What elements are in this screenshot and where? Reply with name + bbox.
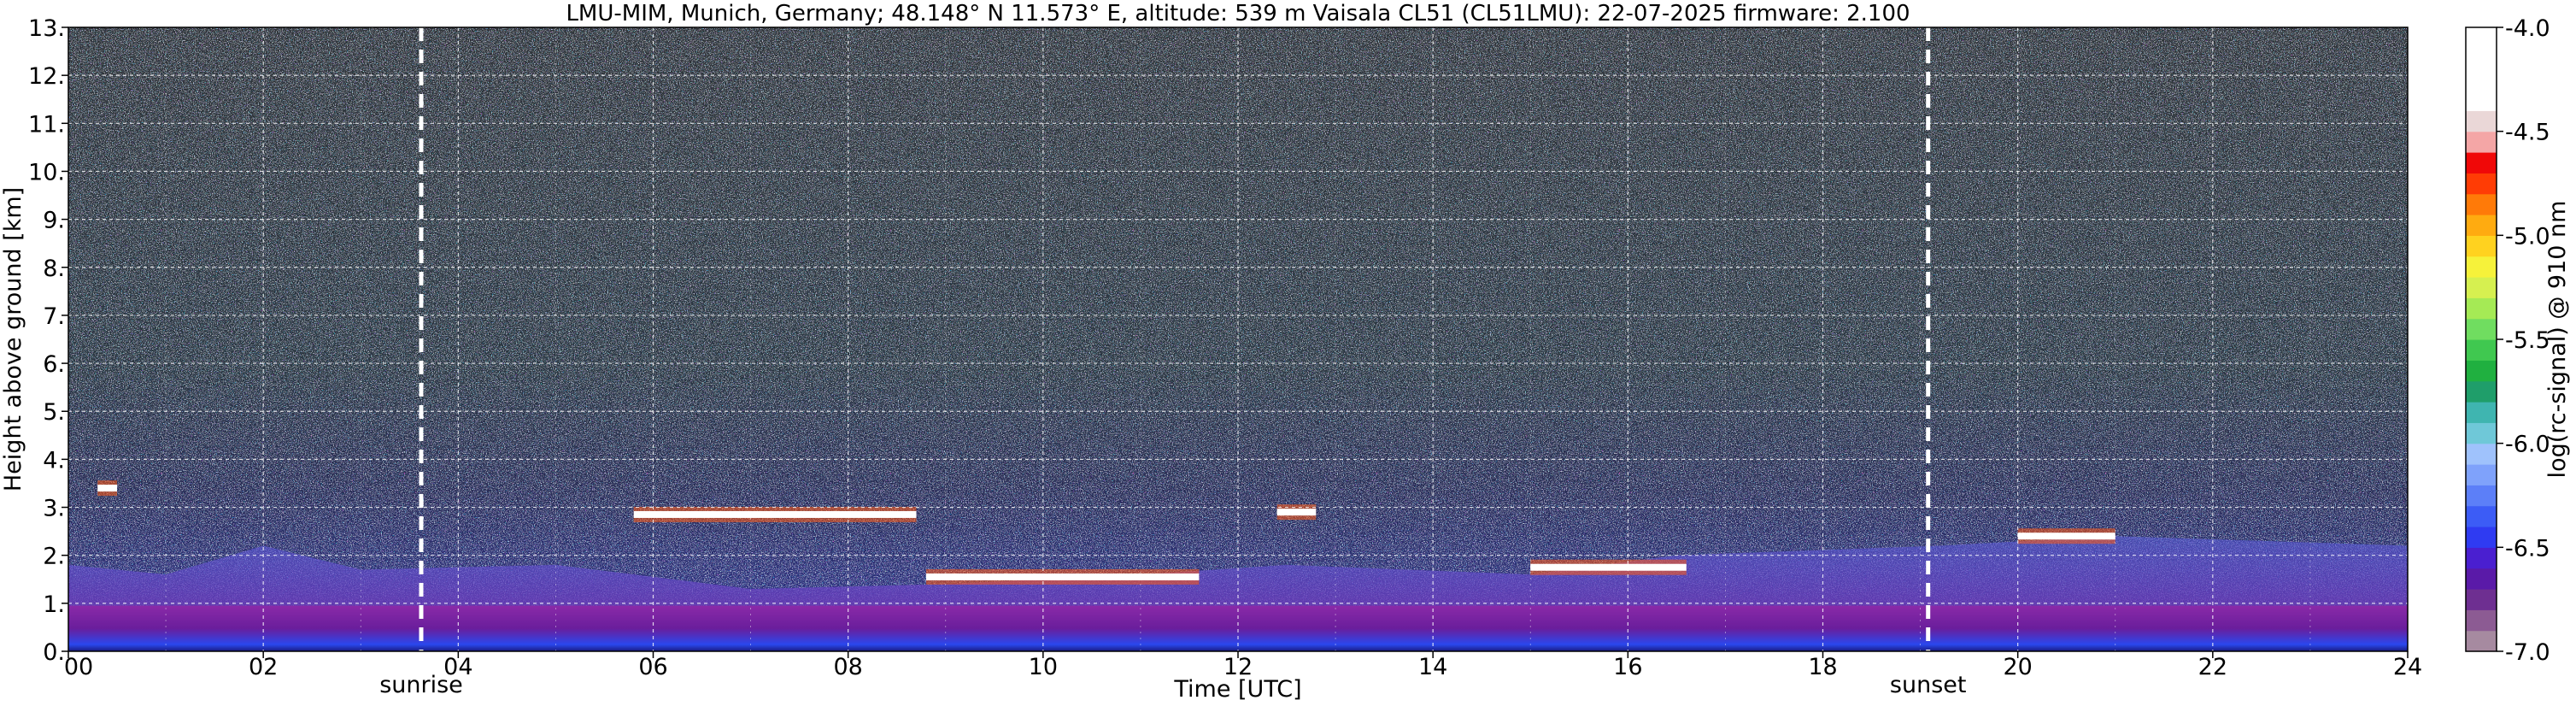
colorbar-tick-label: -6.5 bbox=[2505, 535, 2550, 562]
x-tick-label: 20 bbox=[2003, 654, 2032, 680]
colorbar-segment bbox=[2466, 568, 2497, 590]
colorbar-segment bbox=[2466, 630, 2497, 652]
cloud-layer bbox=[1276, 509, 1317, 516]
x-tick-label: 10 bbox=[1029, 654, 1058, 680]
x-tick-label: 06 bbox=[638, 654, 667, 680]
colorbar-segment bbox=[2466, 339, 2497, 361]
colorbar-segment bbox=[2466, 360, 2497, 382]
colorbar-segment bbox=[2466, 443, 2497, 465]
colorbar-segment bbox=[2466, 547, 2497, 569]
x-tick-label: 16 bbox=[1613, 654, 1642, 680]
event-label: sunrise bbox=[379, 672, 463, 698]
x-tick-label: 12 bbox=[1223, 654, 1253, 680]
colorbar-tick-label: -6.0 bbox=[2505, 432, 2550, 458]
cloud-layer bbox=[925, 573, 1200, 580]
y-tick-label: 7. bbox=[43, 303, 65, 330]
y-tick-label: 6. bbox=[43, 351, 65, 378]
x-axis: 00 02 04 06 08 10 12 14 16 18 20 22 24 bbox=[64, 651, 2422, 680]
colorbar-segment bbox=[2466, 485, 2497, 507]
colorbar-tick-label: -5.0 bbox=[2505, 223, 2550, 250]
chart-title: LMU-MIM, Munich, Germany; 48.148° N 11.5… bbox=[566, 1, 1910, 26]
colorbar-segment bbox=[2466, 589, 2497, 610]
y-tick-label: 5. bbox=[43, 399, 65, 426]
x-tick-label: 24 bbox=[2393, 654, 2422, 680]
y-tick-label: 3. bbox=[43, 496, 65, 522]
y-tick-label: 11. bbox=[28, 111, 65, 138]
colorbar-segment bbox=[2466, 110, 2497, 132]
y-tick-label: 10. bbox=[28, 159, 65, 185]
y-tick-label: 12. bbox=[28, 63, 65, 90]
y-tick-label: 13. bbox=[28, 15, 65, 42]
colorbar-segment bbox=[2466, 277, 2497, 298]
x-tick-label: 08 bbox=[833, 654, 862, 680]
cloud-layers bbox=[97, 480, 2115, 585]
colorbar-segment bbox=[2466, 256, 2497, 278]
colorbar-segment bbox=[2466, 505, 2497, 527]
y-tick-label: 1. bbox=[43, 591, 65, 618]
y-tick-label: 2. bbox=[43, 544, 65, 570]
colorbar-segment bbox=[2466, 422, 2497, 444]
colorbar-segment bbox=[2466, 193, 2497, 215]
grid bbox=[68, 27, 2408, 651]
cloud-layer bbox=[2017, 532, 2115, 540]
colorbar-label: log(rc-signal) @ 910 nm bbox=[2544, 201, 2571, 479]
colorbar-segment bbox=[2466, 527, 2497, 548]
event-lines: sunrise sunset bbox=[379, 27, 1966, 698]
y-tick-label: 8. bbox=[43, 256, 65, 282]
colorbar-segment bbox=[2466, 464, 2497, 485]
colorbar-segment bbox=[2466, 68, 2497, 91]
colorbar-segment bbox=[2466, 131, 2497, 153]
colorbar-segment bbox=[2466, 297, 2497, 320]
colorbar-tick-label: -4.0 bbox=[2505, 15, 2550, 42]
x-tick-label: 00 bbox=[64, 654, 93, 680]
colorbar-segment bbox=[2466, 173, 2497, 195]
x-tick-label: 22 bbox=[2198, 654, 2227, 680]
colorbar-segment bbox=[2466, 215, 2497, 236]
x-axis-label: Time [UTC] bbox=[1173, 676, 1301, 703]
colorbar-tick-label: -4.5 bbox=[2505, 120, 2550, 146]
cloud-layer bbox=[1530, 563, 1687, 571]
colorbar-segment bbox=[2466, 235, 2497, 257]
y-tick-label: 0. bbox=[43, 639, 65, 666]
colorbar: -7.0 -6.5 -6.0 -5.5 -5.0 -4.5 -4.0 bbox=[2465, 15, 2550, 666]
y-tick-label: 9. bbox=[43, 208, 65, 234]
event-label: sunset bbox=[1890, 672, 1967, 698]
x-tick-label: 14 bbox=[1418, 654, 1447, 680]
colorbar-segment bbox=[2466, 380, 2497, 403]
x-tick-label: 02 bbox=[249, 654, 278, 680]
y-axis: 0. 1. 2. 3. 4. 5. 6. 7. 8. 9. 10. 11. 12. 13. bbox=[28, 15, 68, 666]
cloud-layer bbox=[97, 485, 118, 492]
y-axis-label: Height above ground [km] bbox=[0, 187, 26, 491]
colorbar-segment bbox=[2466, 90, 2497, 111]
x-tick-label: 04 bbox=[443, 654, 472, 680]
colorbar-segment bbox=[2466, 48, 2497, 70]
colorbar-segment bbox=[2466, 318, 2497, 340]
colorbar-tick-label: -7.0 bbox=[2505, 639, 2550, 666]
colorbar-segment bbox=[2466, 27, 2497, 49]
x-tick-label: 18 bbox=[1808, 654, 1837, 680]
colorbar-segment bbox=[2466, 402, 2497, 423]
colorbar-segment bbox=[2466, 152, 2497, 174]
colorbar-tick-label: -5.5 bbox=[2505, 327, 2550, 354]
colorbar-segment bbox=[2466, 609, 2497, 632]
y-tick-label: 4. bbox=[43, 447, 65, 474]
cloud-layer bbox=[633, 510, 917, 518]
